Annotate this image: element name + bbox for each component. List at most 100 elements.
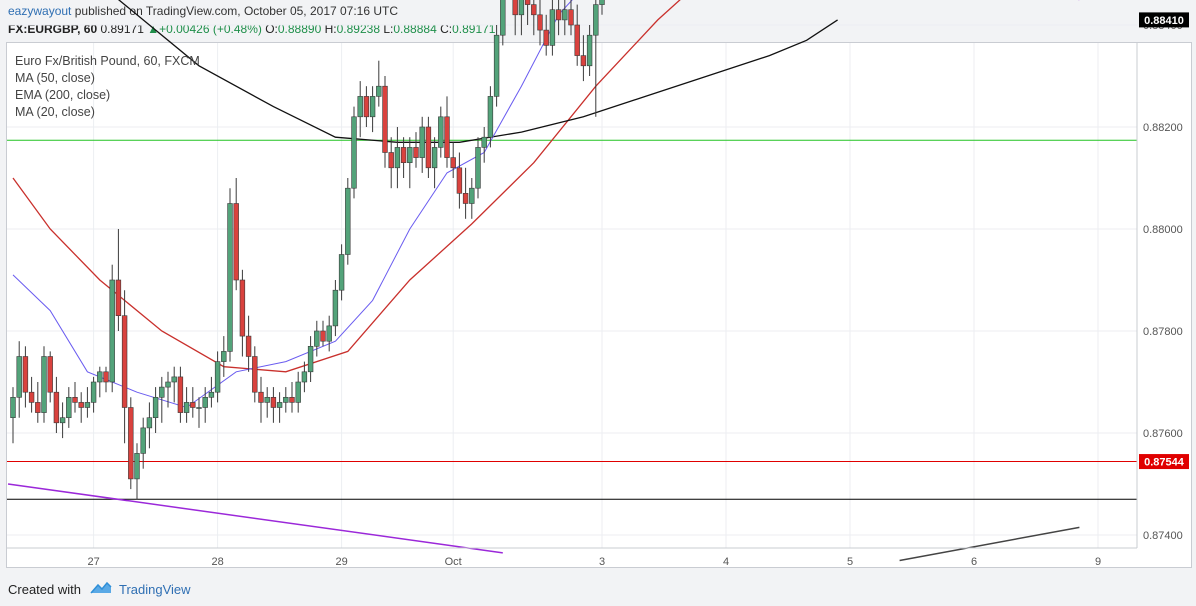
candle-body — [369, 96, 376, 118]
candle — [264, 387, 270, 418]
candle — [599, 0, 605, 15]
candle-body — [84, 402, 91, 408]
candle — [90, 376, 97, 413]
candle — [115, 229, 122, 331]
created-with-text: Created with — [8, 581, 81, 597]
candle — [307, 336, 314, 382]
publish-line: eazywayout published on TradingView.com,… — [8, 4, 398, 18]
candle-body — [450, 157, 456, 169]
candle — [314, 320, 320, 357]
candle — [549, 0, 556, 56]
candle-body — [332, 289, 339, 327]
candle — [283, 387, 289, 413]
candle — [407, 137, 413, 189]
candle-body — [233, 203, 239, 281]
candle-body — [388, 152, 394, 169]
candle-body — [357, 96, 363, 118]
candle — [47, 351, 53, 403]
candle-body — [140, 427, 146, 454]
legend-ma20[interactable]: MA (20, close) — [15, 105, 95, 119]
candle — [16, 341, 22, 418]
candle — [103, 366, 109, 393]
candle-body — [214, 361, 221, 393]
chart-panel[interactable] — [6, 42, 1192, 568]
candle-body — [320, 330, 326, 342]
candle — [252, 346, 258, 403]
candle-body — [239, 279, 246, 337]
candle-body — [289, 396, 295, 403]
candle — [245, 315, 252, 372]
candle — [531, 0, 537, 36]
candle-body — [543, 29, 549, 46]
candle — [22, 346, 29, 408]
ma-line-1 — [12, 0, 681, 373]
candle — [574, 4, 580, 66]
candle — [233, 178, 239, 291]
candle — [462, 167, 469, 219]
candle — [456, 152, 463, 209]
legend-ema200[interactable]: EMA (200, close) — [15, 88, 111, 102]
candle — [400, 137, 407, 178]
candle-body — [382, 85, 388, 153]
x-tick-label: 27 — [87, 556, 99, 568]
candle-body — [10, 396, 16, 418]
candle-body — [16, 356, 22, 398]
candle — [301, 361, 308, 393]
candle-body — [376, 85, 382, 97]
candle-body — [66, 396, 72, 418]
candle-body — [276, 402, 283, 408]
candle-body — [475, 147, 481, 189]
candle — [41, 346, 47, 423]
candle-body — [78, 402, 84, 408]
y-tick-label: 0.87800 — [1143, 326, 1183, 338]
candle-body — [568, 9, 574, 26]
candle — [338, 244, 345, 301]
candle — [53, 376, 60, 433]
candle — [388, 137, 394, 189]
candle-body — [227, 203, 233, 352]
candle — [152, 387, 159, 433]
author-link[interactable]: eazywayout — [8, 4, 72, 18]
price-tag-bg — [1139, 454, 1189, 470]
candle-body — [146, 417, 153, 429]
candle-body — [394, 147, 401, 169]
candle — [593, 0, 599, 117]
candle — [351, 106, 357, 199]
price-tag-label: 0.87544 — [1144, 457, 1185, 469]
candle — [10, 387, 16, 444]
candle — [450, 142, 456, 178]
candle-body — [208, 391, 215, 398]
candle — [289, 382, 295, 413]
y-tick-label: 0.88200 — [1143, 122, 1183, 134]
candle-body — [562, 9, 568, 21]
candle — [109, 264, 115, 393]
candle-body — [351, 116, 357, 189]
candle-body — [438, 116, 444, 148]
candle-body — [345, 187, 351, 255]
candle-body — [431, 147, 438, 169]
y-tick-label: 0.87600 — [1143, 428, 1183, 440]
candle — [84, 387, 91, 418]
candle — [128, 397, 134, 490]
legend-ma50[interactable]: MA (50, close) — [15, 71, 95, 85]
candle — [394, 127, 401, 189]
candle — [146, 402, 153, 449]
candle — [555, 0, 562, 36]
candle-body — [524, 0, 531, 5]
trendline — [899, 526, 1080, 562]
candle — [444, 96, 450, 168]
candle — [177, 366, 184, 423]
candle — [419, 116, 425, 173]
tradingview-link[interactable]: TradingView — [118, 581, 191, 597]
candle-body — [109, 279, 115, 383]
candle — [239, 269, 246, 357]
candle — [413, 132, 419, 168]
candle-body — [121, 315, 128, 408]
candle — [580, 35, 587, 82]
candle-body — [555, 9, 562, 21]
candle — [35, 382, 41, 423]
candle — [586, 25, 593, 76]
candle — [59, 402, 66, 439]
candle — [66, 387, 72, 428]
